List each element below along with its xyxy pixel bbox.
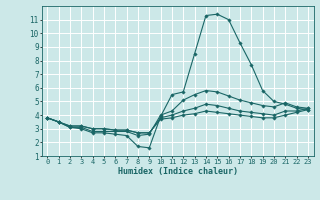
X-axis label: Humidex (Indice chaleur): Humidex (Indice chaleur) <box>118 167 237 176</box>
